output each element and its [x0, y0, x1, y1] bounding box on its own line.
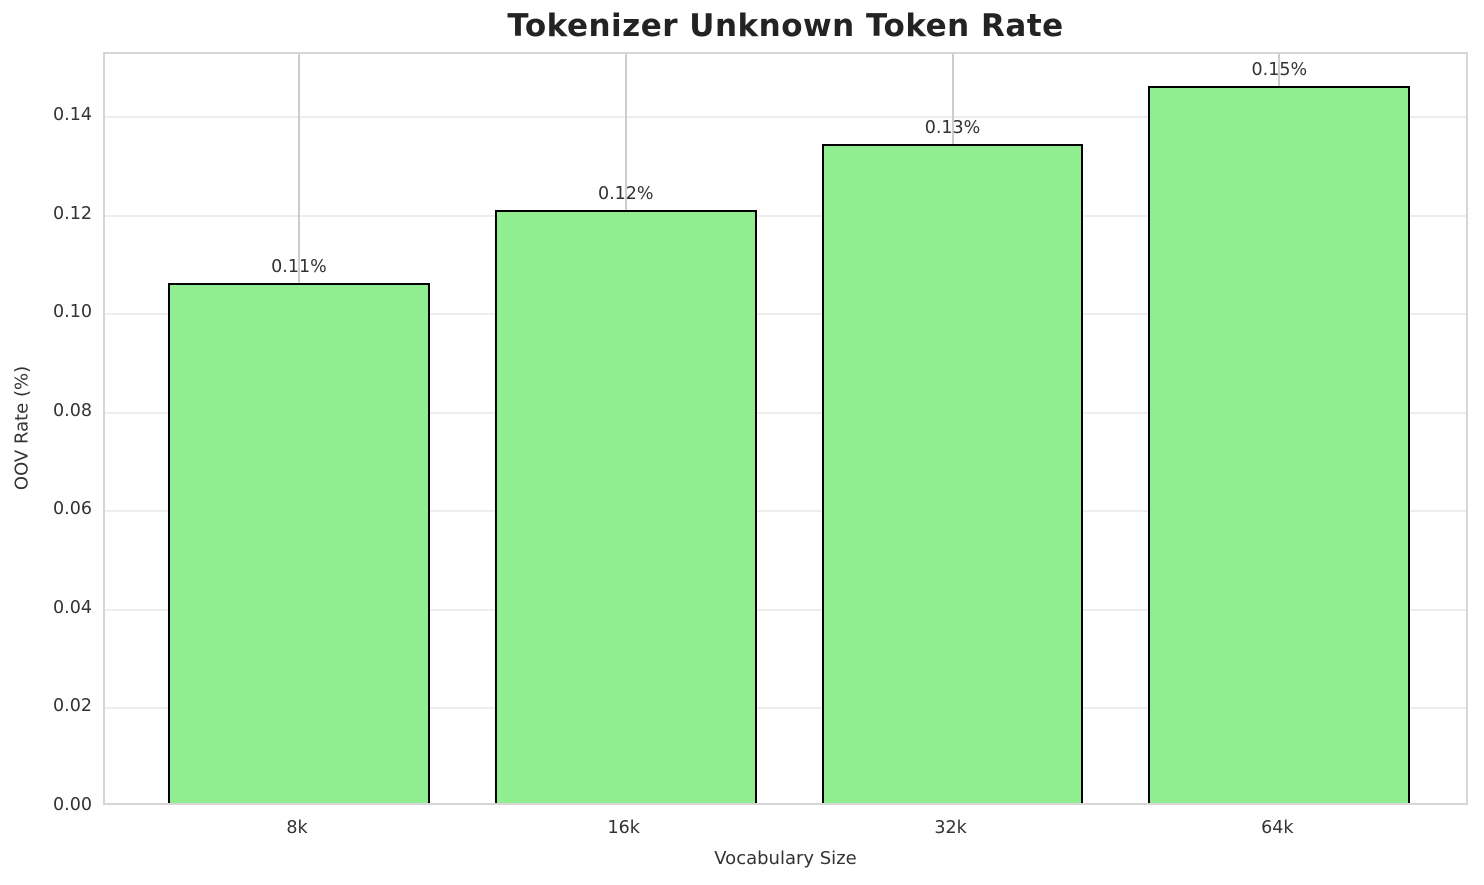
x-tick-label: 16k — [607, 818, 640, 838]
gridline-horizontal — [105, 214, 1466, 217]
plot-area: 0.11% 0.12% 0.13% 0.15% — [103, 52, 1468, 805]
bar-value-label: 0.12% — [597, 183, 654, 204]
y-tick-label: 0.12 — [53, 203, 92, 224]
y-tick-label: 0.14 — [53, 105, 92, 126]
x-tick-label: 64k — [1261, 818, 1294, 838]
gridline-horizontal — [105, 608, 1466, 611]
gridline-horizontal — [105, 116, 1466, 119]
bar-8k — [167, 283, 430, 803]
bar-32k — [821, 144, 1084, 803]
y-tick-label: 0.10 — [53, 302, 92, 323]
bar-64k — [1148, 85, 1411, 803]
x-axis-label: Vocabulary Size — [714, 848, 857, 869]
bar-value-label: 0.15% — [1251, 59, 1308, 80]
y-tick-label: 0.06 — [53, 499, 92, 520]
y-axis-label: OOV Rate (%) — [11, 365, 33, 491]
chart-title: Tokenizer Unknown Token Rate — [507, 8, 1064, 44]
y-tick-label: 0.02 — [53, 696, 92, 717]
x-tick-label: 32k — [934, 818, 967, 838]
gridline-horizontal — [105, 313, 1466, 316]
y-tick-label: 0.00 — [53, 795, 92, 815]
gridline-horizontal — [105, 510, 1466, 513]
gridline-horizontal — [105, 411, 1466, 414]
x-tick-label: 8k — [286, 818, 308, 838]
bar-value-label: 0.13% — [924, 118, 981, 139]
y-tick-label: 0.04 — [53, 597, 92, 618]
bar-value-label: 0.11% — [271, 257, 327, 278]
y-tick-label: 0.08 — [53, 400, 92, 421]
gridline-horizontal — [105, 707, 1466, 710]
bar-16k — [494, 209, 757, 803]
